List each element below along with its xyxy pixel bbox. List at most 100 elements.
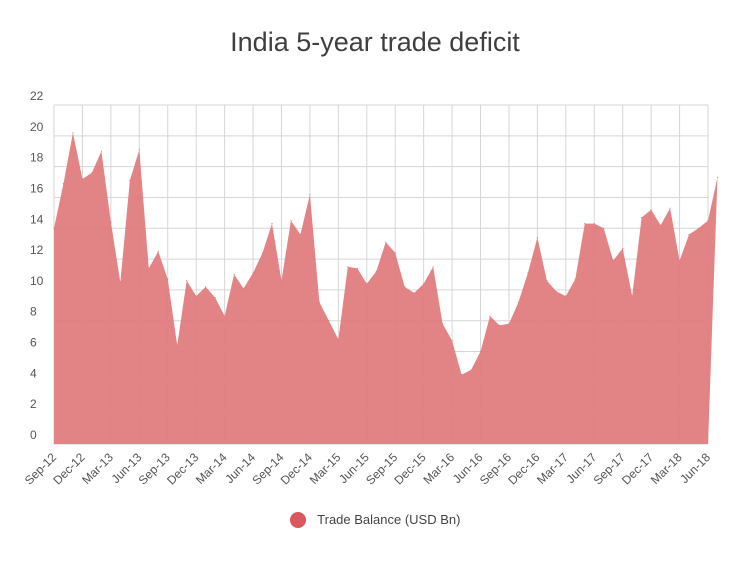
data-point xyxy=(280,280,283,282)
data-point xyxy=(299,233,302,236)
data-point xyxy=(688,233,690,236)
data-point xyxy=(148,267,150,269)
data-point xyxy=(527,272,529,274)
data-point xyxy=(224,315,226,317)
data-point xyxy=(375,270,377,273)
x-axis-ticks: Sep-12Dec-12Mar-13Jun-13Sep-13Dec-13Mar-… xyxy=(22,450,713,487)
data-point xyxy=(91,172,93,174)
data-point xyxy=(242,287,245,289)
data-point xyxy=(81,178,84,180)
data-point xyxy=(517,301,520,303)
data-point xyxy=(100,150,102,152)
data-point xyxy=(356,267,358,269)
data-point xyxy=(460,374,463,376)
x-tick-label: Mar-15 xyxy=(307,450,344,487)
data-point xyxy=(603,227,605,229)
data-point xyxy=(347,266,349,268)
data-point xyxy=(205,286,207,288)
x-tick-label: Dec-16 xyxy=(505,450,542,487)
data-point xyxy=(593,223,595,225)
data-point xyxy=(641,216,643,219)
y-tick-label: 18 xyxy=(30,151,44,165)
data-point xyxy=(423,283,425,285)
data-point xyxy=(138,149,140,151)
y-tick-label: 10 xyxy=(30,274,44,288)
x-tick-label: Mar-13 xyxy=(79,450,116,487)
chart-title: India 5-year trade deficit xyxy=(230,27,520,57)
y-tick-label: 12 xyxy=(30,243,44,257)
x-tick-label: Dec-17 xyxy=(619,450,656,487)
data-point xyxy=(318,301,320,303)
legend-label: Trade Balance (USD Bn) xyxy=(317,512,461,528)
data-point xyxy=(119,281,121,283)
data-point xyxy=(385,241,387,243)
data-point xyxy=(451,340,453,342)
x-tick-label: Mar-17 xyxy=(534,450,571,487)
x-tick-label: Jun-18 xyxy=(677,450,713,486)
data-point xyxy=(167,278,169,280)
x-tick-label: Dec-13 xyxy=(164,450,201,487)
series-area-group xyxy=(53,132,719,445)
data-point xyxy=(195,295,197,297)
data-point xyxy=(584,223,586,225)
y-tick-label: 8 xyxy=(30,305,37,319)
data-point xyxy=(233,273,235,276)
data-point xyxy=(631,295,633,297)
data-point xyxy=(337,338,339,340)
data-point xyxy=(394,252,396,254)
data-point xyxy=(697,227,700,229)
y-tick-label: 6 xyxy=(30,336,37,350)
data-point xyxy=(53,227,55,229)
y-tick-label: 16 xyxy=(30,181,44,195)
data-point xyxy=(546,280,548,282)
y-tick-label: 4 xyxy=(30,366,37,380)
data-point xyxy=(489,315,491,317)
data-point xyxy=(271,223,273,225)
x-tick-label: Dec-15 xyxy=(392,450,429,487)
data-point xyxy=(707,219,709,222)
data-point xyxy=(186,280,188,282)
y-tick-label: 14 xyxy=(30,212,44,226)
y-tick-label: 0 xyxy=(30,428,37,442)
data-point xyxy=(498,324,501,326)
y-tick-label: 2 xyxy=(30,397,37,411)
y-axis-ticks: 0 2 4 6 8 10 12 14 16 18 20 22 xyxy=(30,89,44,442)
data-point xyxy=(404,286,406,288)
x-tick-label: Dec-14 xyxy=(278,450,315,487)
data-point xyxy=(432,266,434,268)
data-point xyxy=(612,260,614,262)
data-point xyxy=(129,179,131,182)
data-point xyxy=(565,295,567,297)
data-point xyxy=(470,369,472,371)
data-point xyxy=(62,182,65,185)
data-point xyxy=(650,209,652,211)
data-point xyxy=(366,283,368,285)
data-point xyxy=(157,250,159,252)
data-point xyxy=(660,224,662,226)
data-point xyxy=(555,290,557,293)
data-point xyxy=(328,320,330,322)
data-point xyxy=(669,207,671,209)
x-tick-label: Dec-12 xyxy=(50,450,87,487)
y-tick-label: 20 xyxy=(30,120,44,134)
data-point xyxy=(536,236,538,239)
data-point xyxy=(479,350,482,353)
data-point xyxy=(252,272,254,274)
legend-swatch xyxy=(289,511,306,528)
y-tick-label: 22 xyxy=(30,89,44,103)
legend: Trade Balance (USD Bn) xyxy=(0,511,750,528)
data-point xyxy=(678,260,681,262)
x-tick-label: Mar-18 xyxy=(648,450,685,487)
data-point xyxy=(176,344,178,346)
data-point xyxy=(508,323,510,325)
data-point xyxy=(309,193,311,195)
data-point xyxy=(214,297,216,299)
data-point xyxy=(110,221,112,223)
data-point xyxy=(574,278,576,280)
x-tick-label: Mar-16 xyxy=(420,450,457,487)
data-point xyxy=(442,323,444,325)
data-point xyxy=(413,292,415,294)
data-point xyxy=(72,132,74,134)
